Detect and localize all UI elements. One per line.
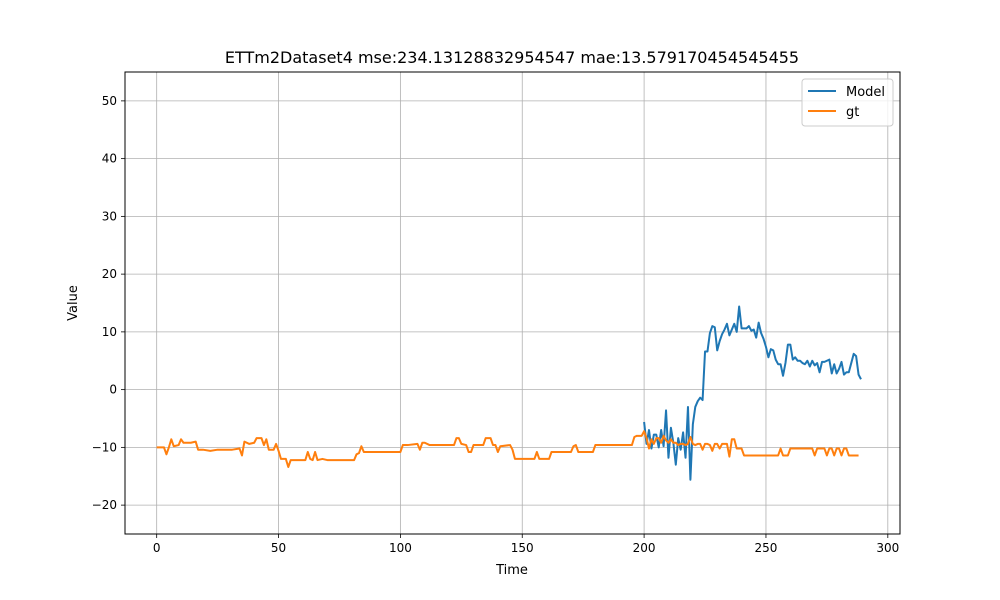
chart-title: ETTm2Dataset4 mse:234.13128832954547 mae… xyxy=(225,48,799,67)
y-tick-label: 30 xyxy=(102,209,117,223)
x-tick-label: 300 xyxy=(876,541,899,555)
y-tick-label: 0 xyxy=(109,383,117,397)
legend-label-model: Model xyxy=(846,85,885,100)
grid xyxy=(125,72,900,534)
y-tick-label: 50 xyxy=(102,94,117,108)
x-tick-label: 250 xyxy=(755,541,778,555)
y-tick-label: 10 xyxy=(102,325,117,339)
x-tick-label: 100 xyxy=(389,541,412,555)
series-lines xyxy=(156,305,862,481)
y-tick-label: −20 xyxy=(92,498,117,512)
x-axis-label: Time xyxy=(495,563,528,578)
x-tick-label: 150 xyxy=(511,541,534,555)
plot-frame xyxy=(124,71,901,535)
series-line-model xyxy=(643,305,862,481)
axis-ticks: 0 50 100 150 200 250 300 −20 −10 0 10 20 30 40 50 xyxy=(92,94,900,555)
legend-label-gt: gt xyxy=(846,105,859,120)
series-line-gt xyxy=(156,430,859,469)
legend: Model gt xyxy=(801,78,894,127)
y-axis-label: Value xyxy=(66,285,81,321)
x-tick-label: 200 xyxy=(633,541,656,555)
x-tick-label: 0 xyxy=(153,541,161,555)
x-tick-label: 50 xyxy=(271,541,286,555)
y-tick-label: −10 xyxy=(92,440,117,454)
y-tick-label: 40 xyxy=(102,152,117,166)
y-tick-label: 20 xyxy=(102,267,117,281)
